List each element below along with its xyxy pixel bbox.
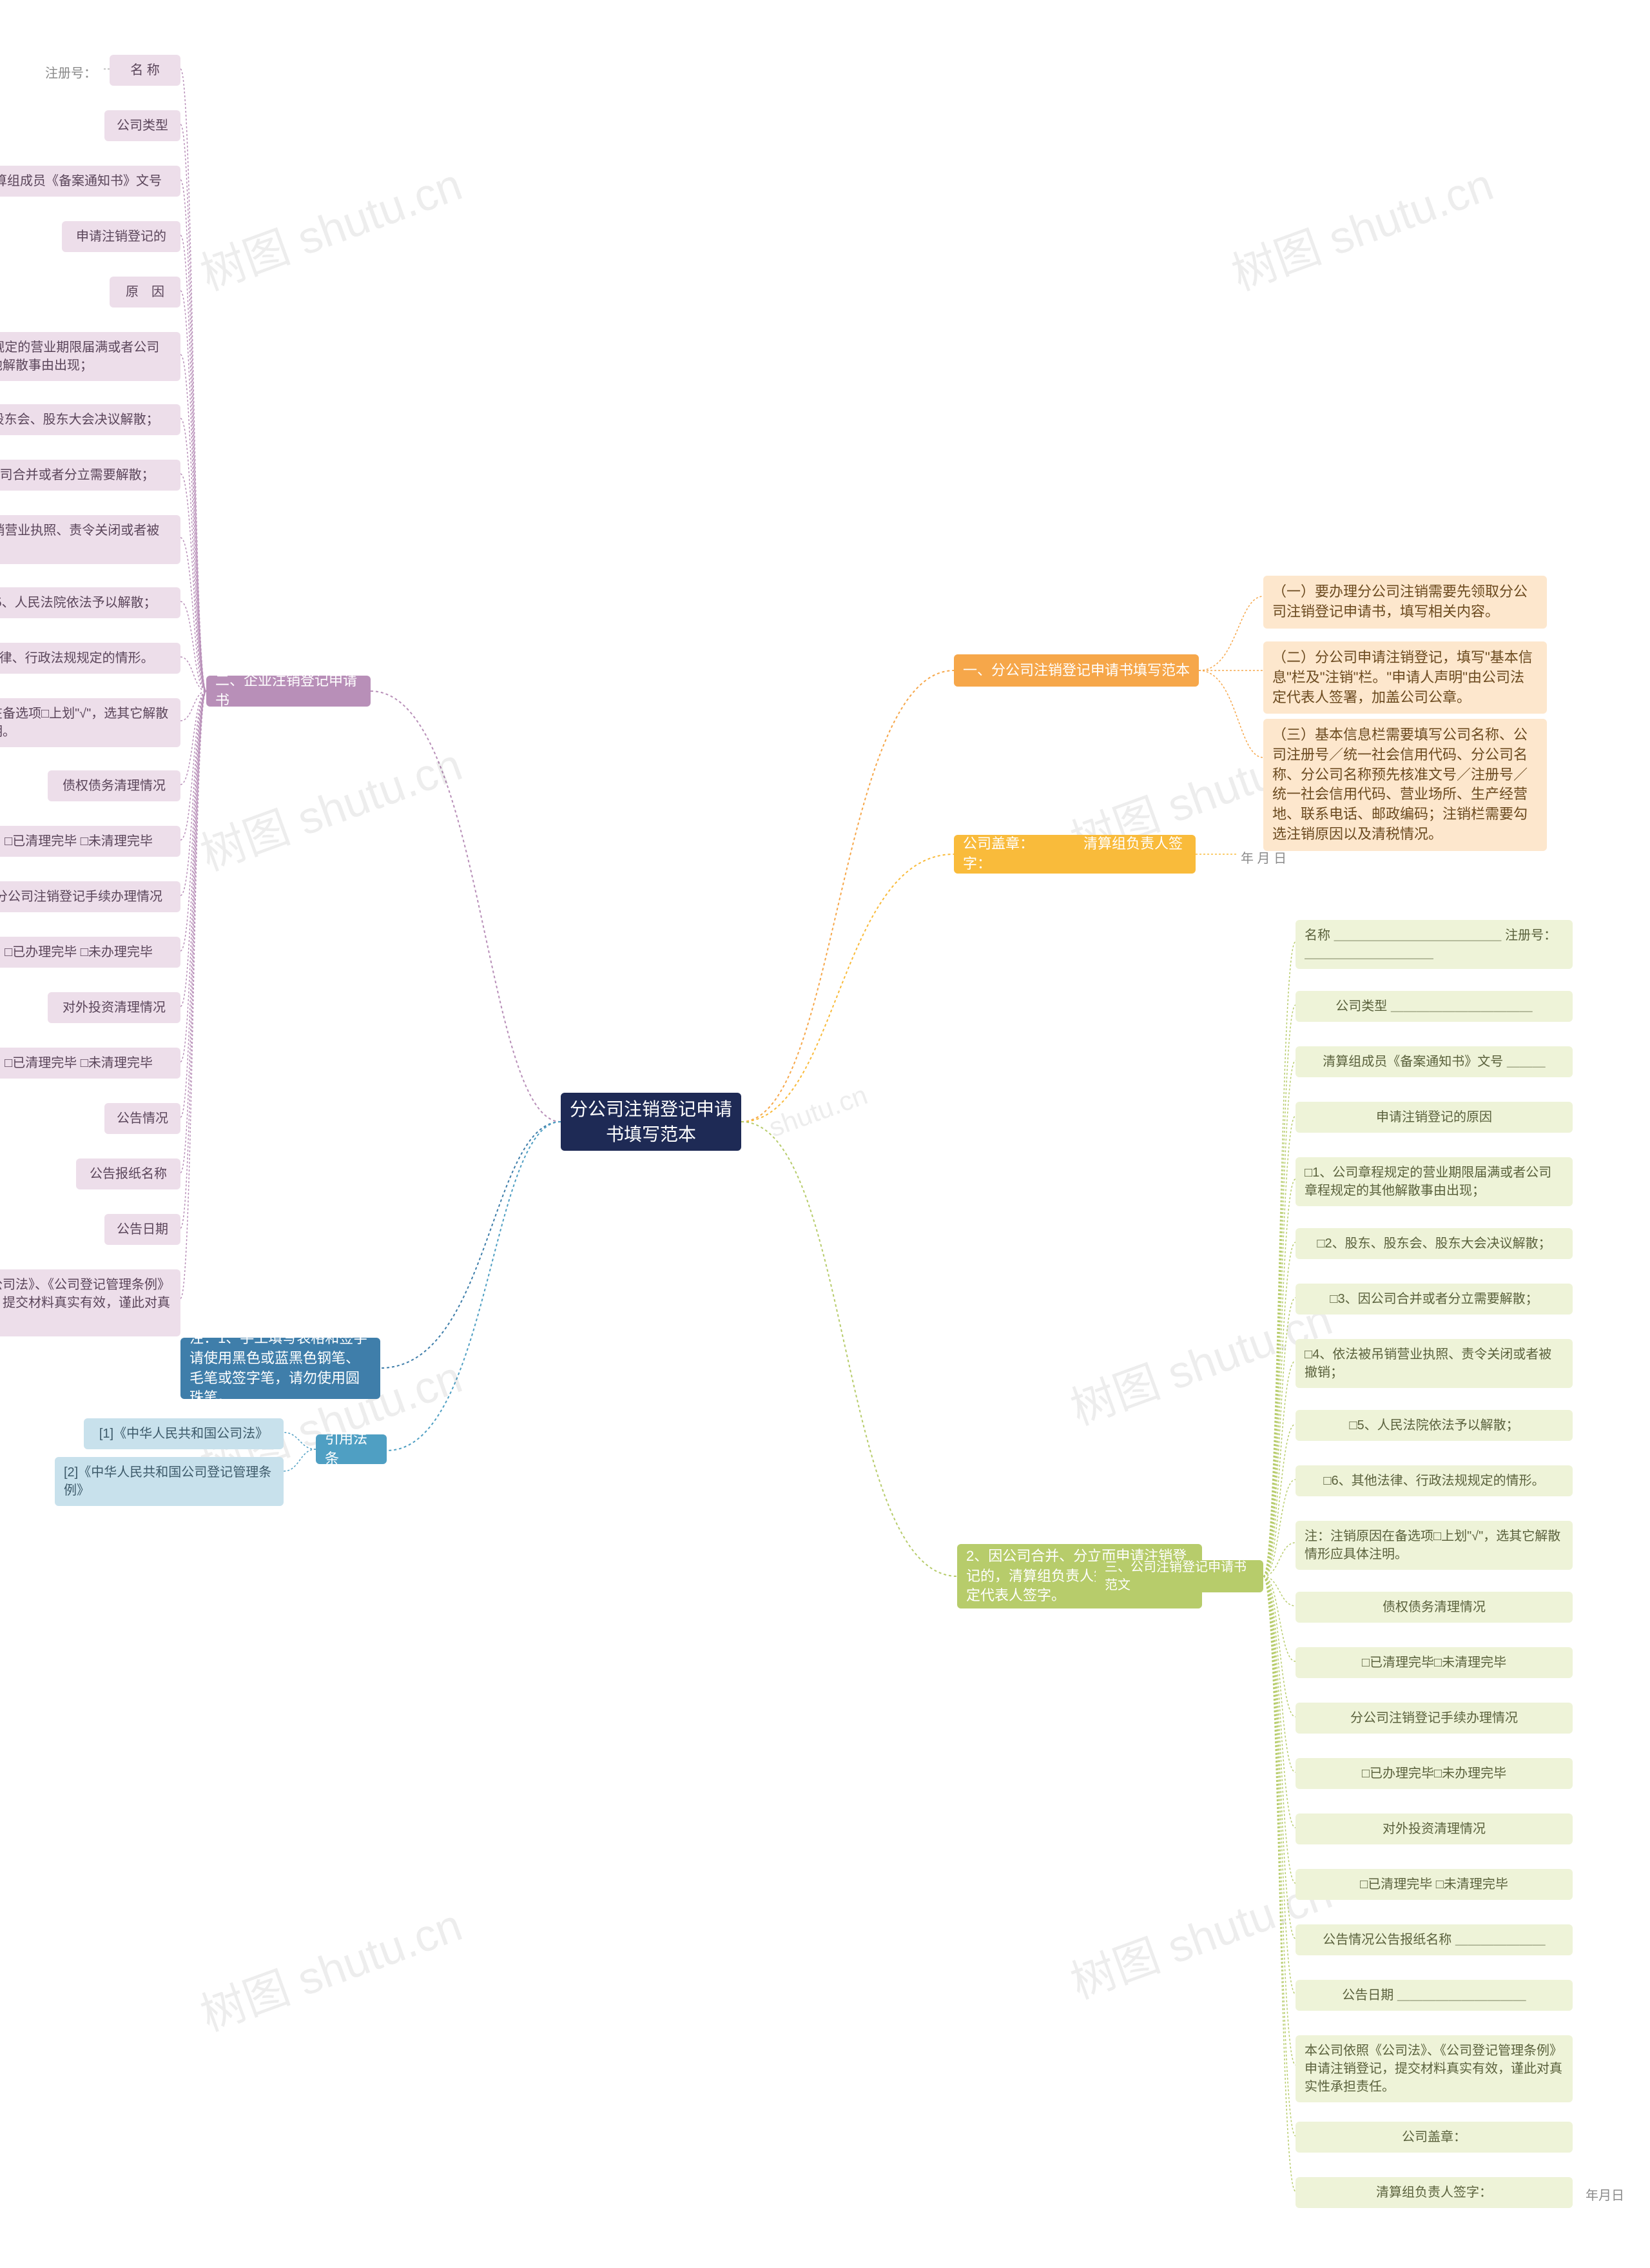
branch-3-leaf: □3、因公司合并或者分立需要解散； — [1296, 1284, 1573, 1315]
branch-6-leaf: [1]《中华人民共和国公司法》 — [84, 1418, 284, 1449]
branch-2-sub: 年 月 日 — [1241, 848, 1286, 866]
branch-3-leaf: 名称 ＿＿＿＿＿＿＿＿＿＿＿＿＿ 注册号：＿＿＿＿＿＿＿＿＿＿ — [1296, 920, 1573, 969]
branch-4-leaf: □已办理完毕 □未办理完毕 — [0, 937, 180, 968]
branch-3-leaf: 本公司依照《公司法》、《公司登记管理条例》申请注销登记，提交材料真实有效，谨此对… — [1296, 2035, 1573, 2102]
branch-4-leaf: 原 因 — [110, 277, 180, 308]
branch-3-leaf: 清算组成员《备案通知书》文号 ＿＿＿ — [1296, 1046, 1573, 1077]
branch-4-leaf: 清算组成员《备案通知书》文号 — [0, 166, 180, 197]
root-node: 分公司注销登记申请书填写范本 — [561, 1093, 741, 1151]
watermark: 树图 shutu.cn — [191, 149, 470, 304]
branch-1-leaf: （二）分公司申请注销登记，填写"基本信息"栏及"注销"栏。"申请人声明"由公司法… — [1263, 641, 1547, 714]
branch-4-leaf: □4、依法被吊销营业执照、责令关闭或者被撤销； — [0, 515, 180, 564]
branch-4-leaf: □5、人民法院依法予以解散； — [0, 587, 180, 618]
branch-3-leaf: □6、其他法律、行政法规规定的情形。 — [1296, 1465, 1573, 1496]
branch-4-leaf: 公告日期 — [104, 1214, 180, 1245]
branch-3-leaf: 清算组负责人签字： — [1296, 2177, 1573, 2208]
branch-4-leaf: 公司类型 — [104, 110, 180, 141]
branch-2: 公司盖章： 清算组负责人签字： — [954, 835, 1196, 874]
branch-4-leaf: 公告情况 — [104, 1103, 180, 1134]
branch-4-leaf: 债权债务清理情况 — [48, 770, 180, 801]
branch-4-leaf: □已清理完毕 □未清理完毕 — [0, 826, 180, 857]
branch-4-leaf: 注：注销原因在备选项□上划"√"，选其它解散情形应具体注明。 — [0, 698, 180, 747]
branch-3-leaf: □4、依法被吊销营业执照、责令关闭或者被撤销； — [1296, 1339, 1573, 1388]
branch-4-leaf: 名 称 — [110, 55, 180, 86]
branch-5: 注：1、手工填写表格和签字请使用黑色或蓝黑色钢笔、毛笔或签字笔，请勿使用圆珠笔。 — [180, 1338, 380, 1399]
branch-3-leaf: □2、股东、股东会、股东大会决议解散； — [1296, 1228, 1573, 1259]
watermark: 树图 shutu.cn — [191, 729, 470, 884]
branch-3-leaf: 申请注销登记的原因 — [1296, 1102, 1573, 1133]
branch-4-leaf: 公告报纸名称 — [76, 1158, 180, 1189]
watermark: 树图 shutu.cn — [1222, 149, 1501, 304]
branch-3-leaf: □1、公司章程规定的营业期限届满或者公司章程规定的其他解散事由出现； — [1296, 1157, 1573, 1206]
watermark: 树图 shutu.cn — [191, 1890, 470, 2044]
branch-3-leaf: □已清理完毕□未清理完毕 — [1296, 1647, 1573, 1678]
branch-6: 引用法条 — [316, 1434, 387, 1464]
branch-1: 一、分公司注销登记申请书填写范本 — [954, 654, 1199, 687]
branch-3-leaf: 分公司注销登记手续办理情况 — [1296, 1703, 1573, 1734]
branch-4-leaf: 申请注销登记的 — [62, 221, 180, 252]
branch-4-leaf: □1、公司章程规定的营业期限届满或者公司章程规定的其他解散事由出现； — [0, 332, 180, 381]
branch-3-leaf: □已清理完毕 □未清理完毕 — [1296, 1869, 1573, 1900]
branch-3-leaf: □已办理完毕□未办理完毕 — [1296, 1758, 1573, 1789]
branch-3-leaf: □5、人民法院依法予以解散； — [1296, 1410, 1573, 1441]
branch-3: 三、公司注销登记申请书范文 — [1096, 1560, 1263, 1592]
branch-3-leaf: 债权债务清理情况 — [1296, 1592, 1573, 1623]
branch-3-leaf: 注：注销原因在备选项□上划"√"，选其它解散情形应具体注明。 — [1296, 1521, 1573, 1570]
branch-6-leaf: [2]《中华人民共和国公司登记管理条例》 — [55, 1457, 284, 1506]
branch-1-leaf: （一）要办理分公司注销需要先领取分公司注销登记申请书，填写相关内容。 — [1263, 576, 1547, 629]
branch-3-leaf: 对外投资清理情况 — [1296, 1813, 1573, 1844]
branch-4-leaf: 分公司注销登记手续办理情况 — [0, 881, 180, 912]
branch-3-leaf: 公司类型 ＿＿＿＿＿＿＿＿＿＿＿ — [1296, 991, 1573, 1022]
branch-3-leaf: 公司盖章： — [1296, 2122, 1573, 2153]
branch-4-leaf: □已清理完毕 □未清理完毕 — [0, 1048, 180, 1079]
branch-4-leaf: □2、股东、股东会、股东大会决议解散； — [0, 404, 180, 435]
branch-1-leaf: （三）基本信息栏需要填写公司名称、公司注册号／统一社会信用代码、分公司名称、分公… — [1263, 719, 1547, 851]
branch-3-tail: 年月日 — [1586, 2185, 1624, 2204]
branch-4-leaf: 本公司依照《公司法》、《公司登记管理条例》申请注销登记，提交材料真实有效，谨此对… — [0, 1269, 180, 1336]
branch-4-leaf: □6、其他法律、行政法规规定的情形。 — [0, 643, 180, 674]
branch-4: 二、企业注销登记申请书 — [206, 676, 371, 707]
branch-4-sub: 注册号： — [45, 63, 97, 81]
branch-4-leaf: □3、因公司合并或者分立需要解散； — [0, 460, 180, 491]
watermark: shutu.cn — [765, 1079, 872, 1143]
branch-3-leaf: 公告日期 ＿＿＿＿＿＿＿＿＿＿ — [1296, 1980, 1573, 2011]
branch-4-leaf: 对外投资清理情况 — [48, 992, 180, 1023]
branch-3-leaf: 公告情况公告报纸名称 ＿＿＿＿＿＿＿ — [1296, 1924, 1573, 1955]
